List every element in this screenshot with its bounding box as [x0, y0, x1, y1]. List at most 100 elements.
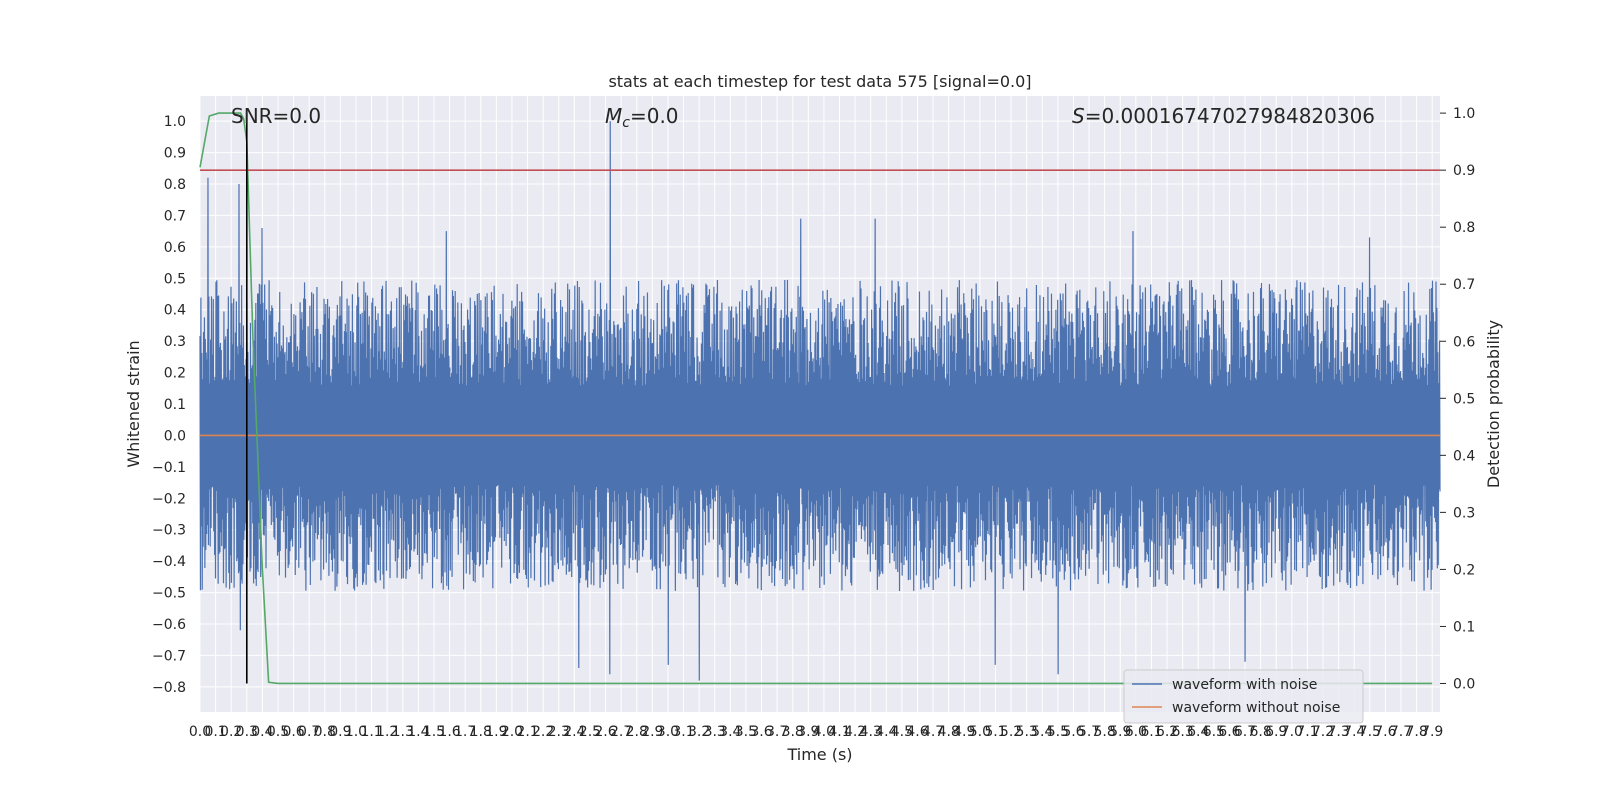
y-tick-label: 0.9 — [164, 146, 186, 162]
x-tick-label: 4.5 — [891, 724, 913, 740]
chirp-mass-annotation: Mc=0.0 — [605, 104, 679, 131]
x-tick-label: 1.3 — [392, 724, 414, 740]
x-tick-label: 6.4 — [1187, 724, 1209, 740]
y-tick-label: 0.0 — [164, 428, 186, 444]
x-tick-label: 1.8 — [470, 724, 492, 740]
y2-tick-label: 0.7 — [1453, 277, 1475, 293]
y-tick-label: 0.1 — [164, 397, 186, 413]
x-tick-label: 4.6 — [906, 724, 928, 740]
y-tick-label: −0.4 — [152, 554, 186, 570]
chart-title: stats at each timestep for test data 575… — [608, 72, 1031, 91]
x-tick-label: 7.6 — [1374, 724, 1396, 740]
x-tick-label: 2.7 — [610, 724, 632, 740]
y-tick-label: −0.2 — [152, 491, 186, 507]
x-tick-label: 5.6 — [1062, 724, 1084, 740]
s-annotation: S=0.00016747027984820306 — [1072, 104, 1375, 128]
x-tick-label: 6.3 — [1172, 724, 1194, 740]
y2-tick-label: 0.9 — [1453, 163, 1475, 179]
x-tick-label: 3.6 — [750, 724, 772, 740]
y-tick-label: 0.3 — [164, 334, 186, 350]
waveform-with-noise-series — [199, 121, 1441, 681]
x-tick-label: 4.9 — [953, 724, 975, 740]
y-tick-label: −0.3 — [152, 523, 186, 539]
x-tick-label: 1.2 — [376, 724, 398, 740]
x-tick-label: 4.1 — [828, 724, 850, 740]
x-tick-label: 4.8 — [938, 724, 960, 740]
x-tick-label: 6.1 — [1140, 724, 1162, 740]
y-tick-label: 0.7 — [164, 208, 186, 224]
x-tick-label: 6.8 — [1249, 724, 1271, 740]
x-tick-label: 7.4 — [1343, 724, 1365, 740]
chirp-mass-symbol: M — [605, 104, 622, 128]
legend-label-waveform-without-noise: waveform without noise — [1172, 700, 1340, 716]
x-tick-label: 6.7 — [1234, 724, 1256, 740]
y2-tick-label: 0.5 — [1453, 391, 1475, 407]
x-tick-label: 3.2 — [688, 724, 710, 740]
x-tick-label: 2.0 — [501, 724, 523, 740]
y2-tick-label: 1.0 — [1453, 106, 1475, 122]
y-tick-label: −0.7 — [152, 648, 186, 664]
y-axis-ticks: −0.8 −0.7 −0.6 −0.5 −0.4 −0.3 −0.2 −0.1 0.0 0.1 0.… — [152, 114, 186, 696]
y-tick-label: 0.4 — [164, 303, 186, 319]
x-tick-label: 2.4 — [563, 724, 585, 740]
y-tick-label: 0.8 — [164, 177, 186, 193]
x-tick-label: 3.3 — [704, 724, 726, 740]
x-tick-label: 3.4 — [719, 724, 741, 740]
y-tick-label: −0.6 — [152, 617, 186, 633]
x-tick-label: 7.5 — [1359, 724, 1381, 740]
y2-tick-label: 0.4 — [1453, 448, 1475, 464]
x-tick-label: 4.2 — [844, 724, 866, 740]
s-symbol: S — [1072, 104, 1085, 128]
x-tick-label: 5.0 — [969, 724, 991, 740]
x-tick-label: 4.7 — [922, 724, 944, 740]
x-tick-label: 7.2 — [1312, 724, 1334, 740]
chirp-mass-value: =0.0 — [630, 104, 679, 128]
x-tick-label: 3.7 — [766, 724, 788, 740]
x-tick-label: 1.6 — [438, 724, 460, 740]
x-tick-label: 7.7 — [1390, 724, 1412, 740]
x-tick-label: 7.3 — [1327, 724, 1349, 740]
detection-probability-line — [199, 112, 1433, 685]
x-tick-label: 3.8 — [782, 724, 804, 740]
x-tick-label: 4.3 — [860, 724, 882, 740]
y-tick-label: −0.5 — [152, 586, 186, 602]
x-tick-label: 0.3 — [236, 724, 258, 740]
x-tick-label: 5.9 — [1109, 724, 1131, 740]
x-tick-label: 0.6 — [282, 724, 304, 740]
y-tick-label: 0.6 — [164, 240, 186, 256]
x-tick-label: 0.4 — [251, 724, 273, 740]
x-tick-label: 1.5 — [423, 724, 445, 740]
x-tick-label: 2.9 — [641, 724, 663, 740]
x-tick-label: 4.4 — [875, 724, 897, 740]
waveform-with-noise-line — [199, 121, 1441, 681]
x-tick-label: 1.4 — [407, 724, 429, 740]
x-tick-label: 6.9 — [1265, 724, 1287, 740]
y-tick-label: 1.0 — [164, 114, 186, 130]
x-tick-label: 5.2 — [1000, 724, 1022, 740]
overlay-series — [199, 112, 1440, 685]
legend-label-waveform-with-noise: waveform with noise — [1172, 677, 1317, 693]
legend: waveform with noise waveform without noi… — [1123, 669, 1364, 724]
y-tick-label: 0.5 — [164, 271, 186, 287]
x-tick-label: 3.0 — [657, 724, 679, 740]
x-tick-label: 6.2 — [1156, 724, 1178, 740]
y-tick-label: 0.2 — [164, 366, 186, 382]
x-tick-label: 5.1 — [984, 724, 1006, 740]
snr-annotation: SNR=0.0 — [231, 104, 321, 128]
x-tick-label: 5.5 — [1047, 724, 1069, 740]
x-tick-label: 3.9 — [797, 724, 819, 740]
x-tick-label: 0.9 — [329, 724, 351, 740]
s-value: =0.00016747027984820306 — [1085, 104, 1375, 128]
x-tick-label: 5.7 — [1078, 724, 1100, 740]
x-tick-label: 0.2 — [220, 724, 242, 740]
legend-box — [1123, 669, 1364, 724]
y2-axis-ticks: 0.0 0.1 0.2 0.3 0.4 0.5 0.6 0.7 0.8 0.9 1.0 — [1440, 106, 1475, 692]
y-tick-label: −0.1 — [152, 460, 186, 476]
x-tick-label: 5.3 — [1016, 724, 1038, 740]
x-tick-label: 7.8 — [1405, 724, 1427, 740]
x-tick-label: 7.9 — [1421, 724, 1443, 740]
x-tick-label: 6.5 — [1203, 724, 1225, 740]
y-axis-label: Whitened strain — [124, 340, 143, 467]
x-tick-label: 2.5 — [579, 724, 601, 740]
x-tick-label: 0.0 — [189, 724, 211, 740]
